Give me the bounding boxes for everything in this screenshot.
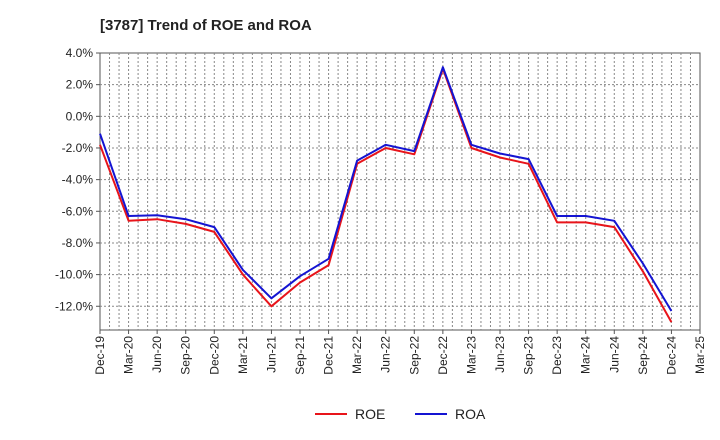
x-tick-label: Dec-22 [436, 336, 450, 375]
x-tick-label: Mar-24 [579, 336, 593, 374]
legend-label-roe: ROE [355, 406, 385, 422]
series-lines [99, 66, 673, 323]
x-tick-label: Mar-25 [693, 336, 707, 374]
x-tick-label: Dec-23 [550, 336, 564, 375]
plot-frame [99, 52, 701, 331]
y-tick-label: -12.0% [55, 299, 93, 313]
legend-label-roa: ROA [455, 406, 486, 422]
x-tick-label: Dec-19 [93, 336, 107, 375]
x-tick-label: Dec-21 [322, 336, 336, 375]
y-tick-label: -4.0% [62, 173, 94, 187]
y-tick-label: 2.0% [66, 78, 94, 92]
series-line-roa [99, 66, 673, 312]
y-tick-label: 0.0% [66, 109, 94, 123]
y-tick-label: 4.0% [66, 46, 94, 60]
x-tick-label: Jun-23 [493, 336, 507, 373]
y-tick-label: -6.0% [62, 204, 94, 218]
x-tick-label: Sep-24 [636, 336, 650, 375]
x-tick-label: Mar-23 [464, 336, 478, 374]
x-tick-label: Dec-24 [664, 336, 678, 375]
y-tick-label: -10.0% [55, 268, 93, 282]
y-axis-ticks: 4.0% 2.0% 0.0% -2.0% -4.0% -6.0% -8.0% -10.0% -1… [55, 46, 100, 313]
x-tick-label: Sep-23 [522, 336, 536, 375]
grid-lines [100, 53, 700, 330]
x-tick-label: Jun-22 [379, 336, 393, 373]
x-tick-label: Jun-21 [264, 336, 278, 373]
legend: ROE ROA [315, 406, 486, 422]
x-tick-label: Mar-22 [350, 336, 364, 374]
x-tick-label: Sep-21 [293, 336, 307, 375]
x-tick-label: Sep-20 [179, 336, 193, 375]
y-tick-label: -2.0% [62, 141, 94, 155]
y-tick-label: -8.0% [62, 236, 94, 250]
x-tick-label: Mar-21 [236, 336, 250, 374]
x-axis-ticks: Dec-19 Mar-20 Jun-20 Sep-20 Dec-20 Mar-21 Jun-… [93, 330, 707, 375]
chart-title: [3787] Trend of ROE and ROA [100, 17, 312, 34]
series-line-roe [99, 67, 673, 323]
x-tick-label: Jun-24 [607, 336, 621, 373]
x-tick-label: Mar-20 [122, 336, 136, 374]
x-tick-label: Dec-20 [207, 336, 221, 375]
x-tick-label: Jun-20 [150, 336, 164, 373]
x-tick-label: Sep-22 [407, 336, 421, 375]
